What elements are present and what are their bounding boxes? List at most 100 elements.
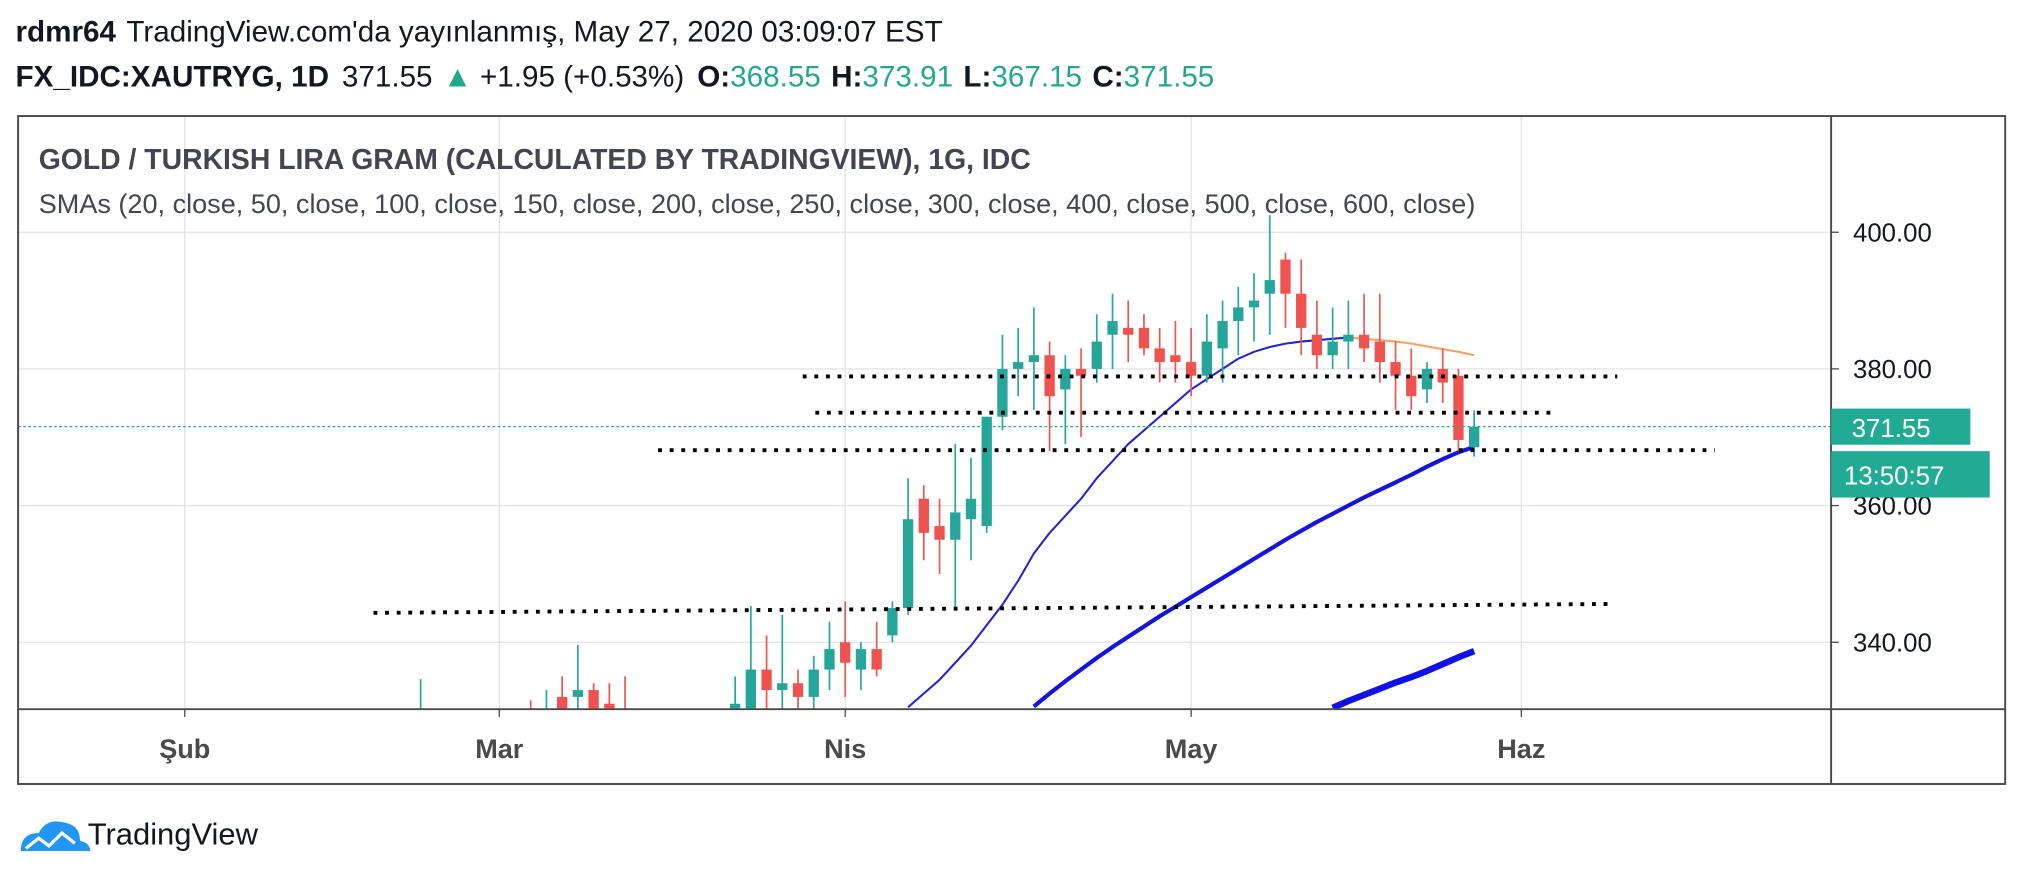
logo: TradingView xyxy=(20,817,259,852)
candle-body xyxy=(1185,362,1197,376)
last-price-label: 371.55 xyxy=(1852,415,1931,443)
candle-body xyxy=(1406,375,1417,397)
candle-body xyxy=(1264,280,1275,294)
chart-title: GOLD / TURKISH LIRA GRAM (CALCULATED BY … xyxy=(39,144,1031,176)
candle-body xyxy=(526,724,536,731)
sma-line xyxy=(1032,444,1475,709)
candle-body xyxy=(572,690,584,697)
candle-body xyxy=(620,711,630,718)
candle-body xyxy=(1028,355,1040,363)
candle-body xyxy=(871,649,882,670)
candle-body xyxy=(918,498,929,533)
candle-body xyxy=(1374,341,1385,363)
last: 371.55 xyxy=(342,60,433,93)
candle-body xyxy=(824,649,835,670)
h-label: H: xyxy=(831,60,862,93)
plot xyxy=(18,215,1832,834)
candle-body xyxy=(1421,368,1433,390)
sma-line xyxy=(1331,648,1476,710)
candle-body xyxy=(855,649,867,670)
candle-body xyxy=(1311,334,1323,356)
candle-body xyxy=(588,690,599,710)
candle-body xyxy=(1123,327,1134,335)
candle-body xyxy=(1075,368,1087,376)
x-tick-label: May xyxy=(1165,733,1218,764)
candle-body xyxy=(447,731,457,738)
candle-body xyxy=(792,683,804,697)
candle-body xyxy=(1390,362,1401,376)
chart-subtitle: SMAs (20, close, 50, close, 100, close, … xyxy=(39,188,1476,219)
change: +1.95 (+0.53%) xyxy=(480,60,684,93)
symbol: FX_IDC:XAUTRYG, 1D xyxy=(16,60,329,93)
candle-body xyxy=(699,772,709,793)
candle-body xyxy=(1453,375,1464,440)
candle-body xyxy=(415,731,425,738)
countdown: 13:50:57 xyxy=(1844,463,1944,491)
candle-body xyxy=(1013,362,1024,369)
candle-body xyxy=(1469,426,1480,448)
candle-body xyxy=(981,416,992,527)
candle-body xyxy=(777,683,788,691)
candle-body xyxy=(997,368,1008,417)
candle-body xyxy=(1233,307,1244,322)
y-tick-label: 380.00 xyxy=(1853,356,1932,384)
x-tick-label: Mar xyxy=(475,733,524,764)
candle-body xyxy=(729,703,741,710)
candle-body xyxy=(1358,334,1370,349)
candle-body xyxy=(557,696,568,710)
header-line-2: FX_IDC:XAUTRYG, 1D 371.55 ▲ +1.95 (+0.53%) O… xyxy=(16,60,1215,93)
x-tick-label: Haz xyxy=(1497,733,1545,764)
author: rdmr64 xyxy=(16,15,117,48)
candle-body xyxy=(541,711,551,725)
candle-body xyxy=(1280,259,1291,294)
candle-body xyxy=(1248,300,1260,308)
candle-body xyxy=(683,793,693,807)
sma-line xyxy=(1348,336,1475,357)
x-tick-label: Şub xyxy=(159,733,210,764)
grid xyxy=(18,116,1832,710)
candle-body xyxy=(1170,355,1181,363)
candle-body xyxy=(808,669,819,697)
candle-body xyxy=(1343,334,1354,342)
last-price-box xyxy=(1831,408,1971,445)
candle-body xyxy=(604,703,615,710)
candle-body xyxy=(714,738,724,779)
candle-body xyxy=(1201,341,1213,376)
candle-body xyxy=(902,519,914,609)
brand: TradingView xyxy=(88,817,259,852)
candle-body xyxy=(1107,321,1118,335)
x-tick-label: Nis xyxy=(824,733,866,764)
candle-body xyxy=(1296,293,1307,328)
candle-body xyxy=(667,806,677,833)
l: 367.15 xyxy=(991,60,1082,93)
y-tick-label: 400.00 xyxy=(1853,219,1932,247)
candle-body xyxy=(1154,348,1165,363)
sma-line xyxy=(907,336,1349,708)
candle-body xyxy=(745,669,757,710)
candle-body xyxy=(651,779,661,834)
candle-body xyxy=(965,498,977,520)
candle-body xyxy=(1091,341,1102,369)
candle-body xyxy=(431,738,441,745)
candle-body xyxy=(1217,321,1228,349)
o-label: O: xyxy=(697,60,730,93)
arrow: ▲ xyxy=(443,60,472,93)
published: TradingView.com'da yayınlanmış, May 27, … xyxy=(126,15,942,48)
h: 373.91 xyxy=(862,60,953,93)
y-tick-label: 340.00 xyxy=(1853,629,1932,657)
o: 368.55 xyxy=(730,60,821,93)
candle-body xyxy=(1060,368,1071,390)
c: 371.55 xyxy=(1124,60,1215,93)
candle-body xyxy=(840,642,851,663)
candle-body xyxy=(934,526,945,540)
header-line-1: rdmr64 TradingView.com'da yayınlanmış, Ma… xyxy=(16,15,943,48)
candle-body xyxy=(950,512,961,540)
c-label: C: xyxy=(1092,60,1123,93)
candle-body xyxy=(463,731,473,752)
candle-body xyxy=(636,731,646,779)
countdown-box xyxy=(1831,451,1990,498)
candle-body xyxy=(1327,341,1338,356)
frame xyxy=(17,115,2007,785)
